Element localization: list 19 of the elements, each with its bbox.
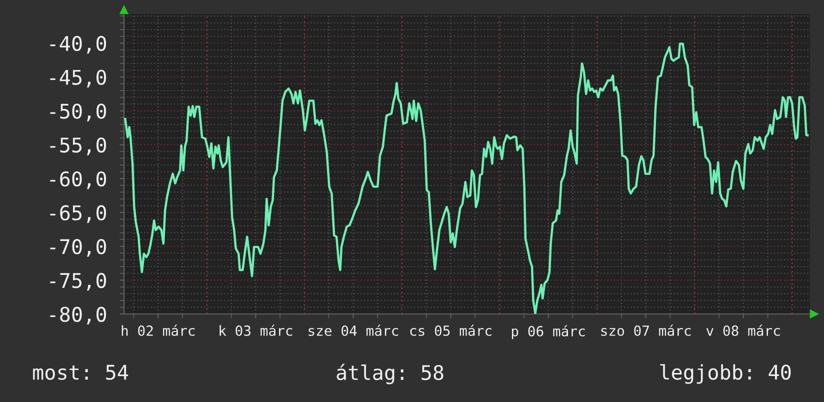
y-tick-label: -70,0 (50, 239, 106, 257)
text: átlag: 58 (336, 364, 444, 384)
y-tick-label: -40,0 (50, 36, 106, 54)
x-tick-label: k 03 márc (220, 324, 292, 336)
text: legjobb: 40 (660, 364, 791, 384)
y-tick-label: -65,0 (50, 205, 106, 223)
x-tick-label: h 02 márc (122, 324, 195, 336)
y-tick-label: -45,0 (50, 70, 106, 88)
x-tick-label: cs 05 márc (410, 324, 492, 336)
x-tick-label: sze 04 márc (308, 324, 398, 336)
x-tick-label: p 06 márc (512, 325, 585, 340)
y-tick-label: -75,0 (50, 272, 106, 291)
x-tick-label: v 08 márc (706, 324, 780, 336)
y-tick-label: -60,0 (50, 171, 106, 190)
y-tick-label: -80,0 (50, 306, 106, 325)
y-tick-label: -50,0 (50, 104, 106, 122)
text: most: 54 (33, 364, 128, 380)
x-tick-label: szo 07 márc (601, 324, 691, 336)
y-tick-label: -55,0 (50, 137, 106, 156)
